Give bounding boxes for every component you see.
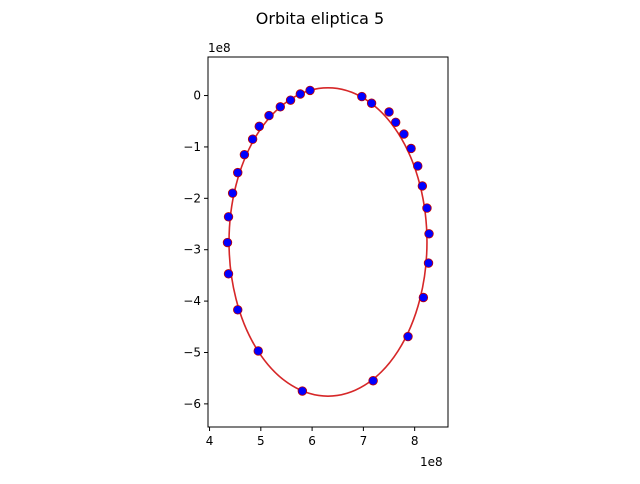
axes-frame xyxy=(207,56,449,428)
orbit-point xyxy=(285,95,296,105)
y-tick-label: −4 xyxy=(183,294,201,308)
orbit-point xyxy=(227,188,238,198)
orbit-point xyxy=(275,102,286,112)
orbit-point xyxy=(264,110,274,121)
y-offset-label: 1e8 xyxy=(208,41,231,55)
y-axis-ticks: 0 −1 −2 −3 −4 −5 −6 xyxy=(183,89,208,411)
orbit-point xyxy=(406,143,416,154)
orbit-point xyxy=(357,91,367,102)
orbit-point xyxy=(403,331,413,342)
orbit-point xyxy=(253,346,263,356)
orbit-point xyxy=(366,98,377,108)
x-axis-ticks: 4 5 6 7 8 xyxy=(206,427,419,448)
x-tick-label: 4 xyxy=(206,434,214,448)
orbit-point xyxy=(254,121,264,132)
orbit-point xyxy=(239,149,250,160)
orbit-point xyxy=(399,129,409,139)
orbit-point xyxy=(418,292,429,303)
x-tick-label: 5 xyxy=(257,434,265,448)
y-tick-label: −1 xyxy=(183,140,201,154)
orbit-point xyxy=(422,203,432,213)
orbit-point xyxy=(223,212,234,222)
orbit-point xyxy=(223,269,234,279)
x-tick-label: 8 xyxy=(411,434,419,448)
orbit-point xyxy=(247,134,258,144)
orbit-point xyxy=(305,85,315,96)
orbit-point xyxy=(417,181,428,191)
orbit-points xyxy=(222,85,434,396)
orbit-point xyxy=(384,107,394,117)
y-tick-label: −5 xyxy=(183,345,201,359)
chart-title: Orbita eliptica 5 xyxy=(256,9,384,28)
orbit-point xyxy=(424,229,434,239)
orbit-point xyxy=(295,89,306,99)
y-tick-label: −6 xyxy=(183,397,201,411)
plot-area xyxy=(222,85,434,397)
orbit-point xyxy=(368,376,378,386)
orbit-point xyxy=(297,386,308,396)
x-tick-label: 7 xyxy=(360,434,368,448)
y-tick-label: 0 xyxy=(193,89,201,103)
x-offset-label: 1e8 xyxy=(420,455,443,469)
orbit-point xyxy=(233,305,243,315)
orbit-point xyxy=(413,161,423,171)
y-tick-label: −2 xyxy=(183,191,201,205)
y-tick-label: −3 xyxy=(183,243,201,257)
orbit-point xyxy=(423,258,434,268)
orbit-point xyxy=(390,117,401,127)
x-tick-label: 6 xyxy=(308,434,316,448)
orbit-point xyxy=(222,237,233,248)
orbit-point xyxy=(233,167,243,178)
